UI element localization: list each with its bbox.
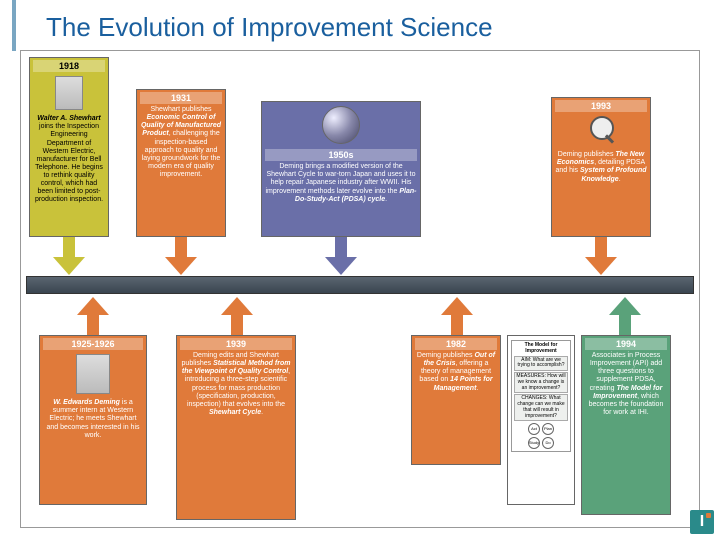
card-1925: 1925-1926 W. Edwards Deming is a summer …: [39, 335, 147, 505]
card-1918: 1918 Walter A. Shewhart joins the Inspec…: [29, 57, 109, 237]
photo-deming: [76, 354, 110, 394]
card-1982: 1982 Deming publishes Out of the Crisis,…: [411, 335, 501, 465]
timeline-diagram: 1918 Walter A. Shewhart joins the Inspec…: [20, 50, 700, 528]
card-1993: 1993 Deming publishes The New Economics,…: [551, 97, 651, 237]
year-1982: 1982: [415, 338, 497, 350]
ihi-logo-icon: I: [690, 510, 714, 534]
photo-shewhart: [55, 76, 83, 110]
arrow-1982: [441, 295, 473, 335]
card-1939: 1939 Deming edits and Shewhart publishes…: [176, 335, 296, 520]
year-1993: 1993: [555, 100, 647, 112]
arrow-1939: [221, 295, 253, 335]
arrow-1918: [53, 237, 85, 277]
globe-icon: [322, 106, 360, 144]
model-for-improvement: The Model for Improvement AIM: What are …: [511, 340, 571, 452]
page-title: The Evolution of Improvement Science: [12, 0, 720, 51]
arrow-1925: [77, 295, 109, 335]
card-1931: 1931 Shewhart publishes Economic Control…: [136, 89, 226, 237]
timeline-axis: [26, 276, 694, 294]
arrow-1993: [585, 237, 617, 277]
year-1950s: 1950s: [265, 149, 417, 161]
model-diagram-card: The Model for Improvement AIM: What are …: [507, 335, 575, 505]
year-1939: 1939: [180, 338, 292, 350]
year-1931: 1931: [140, 92, 222, 104]
arrow-1994: [609, 295, 641, 335]
arrow-1931: [165, 237, 197, 277]
card-1950s: 1950s Deming brings a modified version o…: [261, 101, 421, 237]
pdsa-cycle-icon: Act Plan: [514, 423, 568, 435]
arrow-1950s: [325, 237, 357, 277]
card-1994: 1994 Associates in Process Improvement (…: [581, 335, 671, 515]
magnifier-icon: [586, 116, 616, 146]
year-1994: 1994: [585, 338, 667, 350]
year-1925: 1925-1926: [43, 338, 143, 350]
year-1918: 1918: [33, 60, 105, 72]
